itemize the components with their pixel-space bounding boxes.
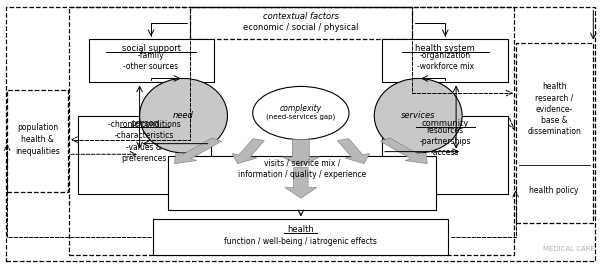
- Text: complexity: complexity: [280, 104, 322, 113]
- FancyArrow shape: [175, 138, 222, 164]
- Text: function / well-being / iatrogenic effects: function / well-being / iatrogenic effec…: [225, 237, 377, 246]
- FancyArrow shape: [380, 138, 427, 164]
- Text: health: health: [288, 225, 314, 234]
- Text: population
health &
inequalities: population health & inequalities: [16, 123, 60, 156]
- Text: (need-services gap): (need-services gap): [266, 113, 335, 120]
- FancyArrow shape: [282, 140, 320, 166]
- Bar: [7, 90, 68, 192]
- Bar: [89, 39, 214, 82]
- FancyArrow shape: [337, 139, 370, 164]
- Text: economic / social / physical: economic / social / physical: [243, 23, 359, 32]
- Text: -chronic conditions
-characteristics
-values &
preferences: -chronic conditions -characteristics -va…: [108, 120, 181, 163]
- Text: social support: social support: [122, 44, 181, 53]
- Text: -family
-other sources: -family -other sources: [123, 51, 179, 71]
- Text: MEDICAL CARE: MEDICAL CARE: [542, 246, 595, 252]
- Bar: [382, 39, 509, 82]
- Text: resources
-partnerships
-access: resources -partnerships -access: [420, 126, 471, 157]
- Text: need: need: [173, 111, 194, 120]
- Bar: [154, 219, 448, 255]
- Text: health system: health system: [415, 44, 475, 53]
- Bar: [78, 116, 211, 194]
- FancyArrow shape: [232, 139, 264, 164]
- Bar: [169, 156, 436, 210]
- Text: visits / service mix /
information / quality / experience: visits / service mix / information / qua…: [238, 159, 366, 179]
- Bar: [516, 43, 594, 223]
- Ellipse shape: [374, 78, 462, 153]
- Bar: [382, 116, 509, 194]
- Text: community: community: [421, 119, 469, 128]
- Bar: [190, 7, 412, 39]
- Ellipse shape: [140, 78, 228, 153]
- Text: services: services: [401, 111, 435, 120]
- Text: contextual factors: contextual factors: [263, 12, 339, 21]
- Text: health
research /
evidence-
base &
dissemination: health research / evidence- base & disse…: [527, 82, 581, 136]
- Text: health policy: health policy: [529, 186, 579, 195]
- Text: person: person: [130, 119, 159, 128]
- FancyArrow shape: [285, 168, 317, 198]
- Text: -organization
-workforce mix: -organization -workforce mix: [417, 51, 474, 71]
- Bar: [69, 7, 515, 255]
- Ellipse shape: [253, 86, 349, 140]
